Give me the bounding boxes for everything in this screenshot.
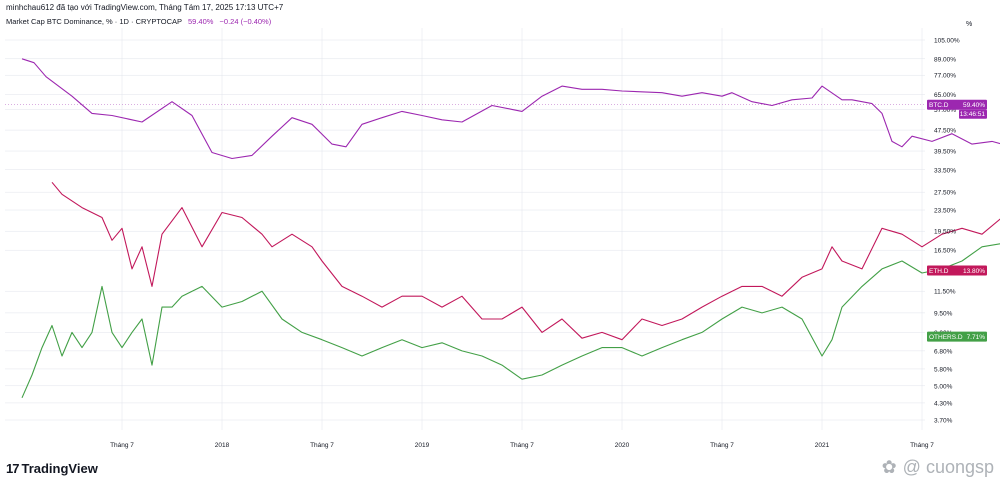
y-tick-label: 89.00% xyxy=(934,56,956,63)
x-tick-label: Tháng 7 xyxy=(110,442,134,449)
legend-change: −0.24 (−0.40%) xyxy=(219,17,272,26)
y-tick-label: 19.50% xyxy=(934,229,956,236)
y-tick-label: 16.50% xyxy=(934,248,956,255)
y-tick-label: 33.50% xyxy=(934,167,956,174)
chart-legend[interactable]: Market Cap BTC Dominance, % · 1D · CRYPT… xyxy=(6,17,271,26)
y-tick-label: 27.50% xyxy=(934,190,956,197)
grid xyxy=(5,28,925,430)
y-axis[interactable]: % 105.00% 89.00% 77.00% 65.00% 57.00% 47.50% 39… xyxy=(934,21,972,425)
countdown-tag xyxy=(959,109,987,119)
countdown-text: 13:46:51 xyxy=(960,111,986,118)
tradingview-logo[interactable]: 17 TradingView xyxy=(6,461,98,476)
tradingview-logo-icon: 17 xyxy=(6,461,20,476)
value-tag-others-d xyxy=(927,331,987,342)
x-tick-label: Tháng 7 xyxy=(910,442,934,449)
last-value-labels: BTC.D 59.40% 13:46:51 ETH.D 13.80% OTHERS.D 7.… xyxy=(927,99,987,342)
y-tick-label: 47.50% xyxy=(934,128,956,135)
y-tick-label: 5.80% xyxy=(934,366,953,373)
y-tick-label: 65.00% xyxy=(934,92,956,99)
y-tick-label: 5.00% xyxy=(934,383,953,390)
series-layer xyxy=(5,58,1000,399)
y-tick-label: 77.00% xyxy=(934,73,956,80)
watermark-text: @ cuongsp xyxy=(902,457,994,477)
x-tick-label: 2018 xyxy=(215,442,230,449)
y-tick-label: 6.80% xyxy=(934,348,953,355)
value-tag-value-eth-d: 13.80% xyxy=(963,268,985,275)
x-tick-label: 2021 xyxy=(815,442,830,449)
footer: 17 TradingView ✿ @ cuongsp xyxy=(0,452,1000,485)
y-tick-label: 4.30% xyxy=(934,400,953,407)
legend-value: 59.40% xyxy=(187,17,214,26)
x-tick-label: Tháng 7 xyxy=(710,442,734,449)
watermark-icon: ✿ xyxy=(881,457,897,477)
x-tick-label: Tháng 7 xyxy=(310,442,334,449)
value-tag-value-btc-d: 59.40% xyxy=(963,102,985,109)
value-tag-name-eth-d: ETH.D xyxy=(929,268,949,275)
y-tick-label: 105.00% xyxy=(934,38,960,45)
value-tag-name-btc-d: BTC.D xyxy=(929,102,949,109)
watermark: ✿ @ cuongsp xyxy=(882,457,994,478)
series-line-others-d xyxy=(21,243,1000,399)
y-tick-label: 3.70% xyxy=(934,418,953,425)
value-tag-btc-d xyxy=(927,99,987,110)
value-tag-eth-d xyxy=(927,265,987,276)
y-axis-unit: % xyxy=(966,21,972,28)
x-tick-label: 2020 xyxy=(615,442,630,449)
y-tick-label: 11.50% xyxy=(934,289,956,296)
y-tick-label: 39.50% xyxy=(934,149,956,156)
value-tag-name-others-d: OTHERS.D xyxy=(929,334,963,341)
author-attribution: minhchau612 đã tạo với TradingView.com, … xyxy=(6,3,284,12)
y-tick-label: 57.00% xyxy=(934,107,956,114)
x-tick-label: 2019 xyxy=(415,442,430,449)
value-tag-value-others-d: 7.71% xyxy=(967,334,986,341)
tradingview-logo-text: TradingView xyxy=(21,461,98,476)
y-tick-label: 23.50% xyxy=(934,208,956,215)
x-tick-label: Tháng 7 xyxy=(510,442,534,449)
series-line-btc-d xyxy=(21,58,1000,160)
chart-area[interactable]: % 105.00% 89.00% 77.00% 65.00% 57.00% 47.50% 39… xyxy=(0,0,1000,452)
y-tick-label: 9.50% xyxy=(934,310,953,317)
legend-title: Market Cap BTC Dominance, % · 1D · CRYPT… xyxy=(6,17,182,26)
x-axis[interactable]: Tháng 7 2018 Tháng 7 2019 Tháng 7 2020 Tháng 7… xyxy=(110,442,1000,449)
series-line-eth-d xyxy=(51,181,1000,341)
